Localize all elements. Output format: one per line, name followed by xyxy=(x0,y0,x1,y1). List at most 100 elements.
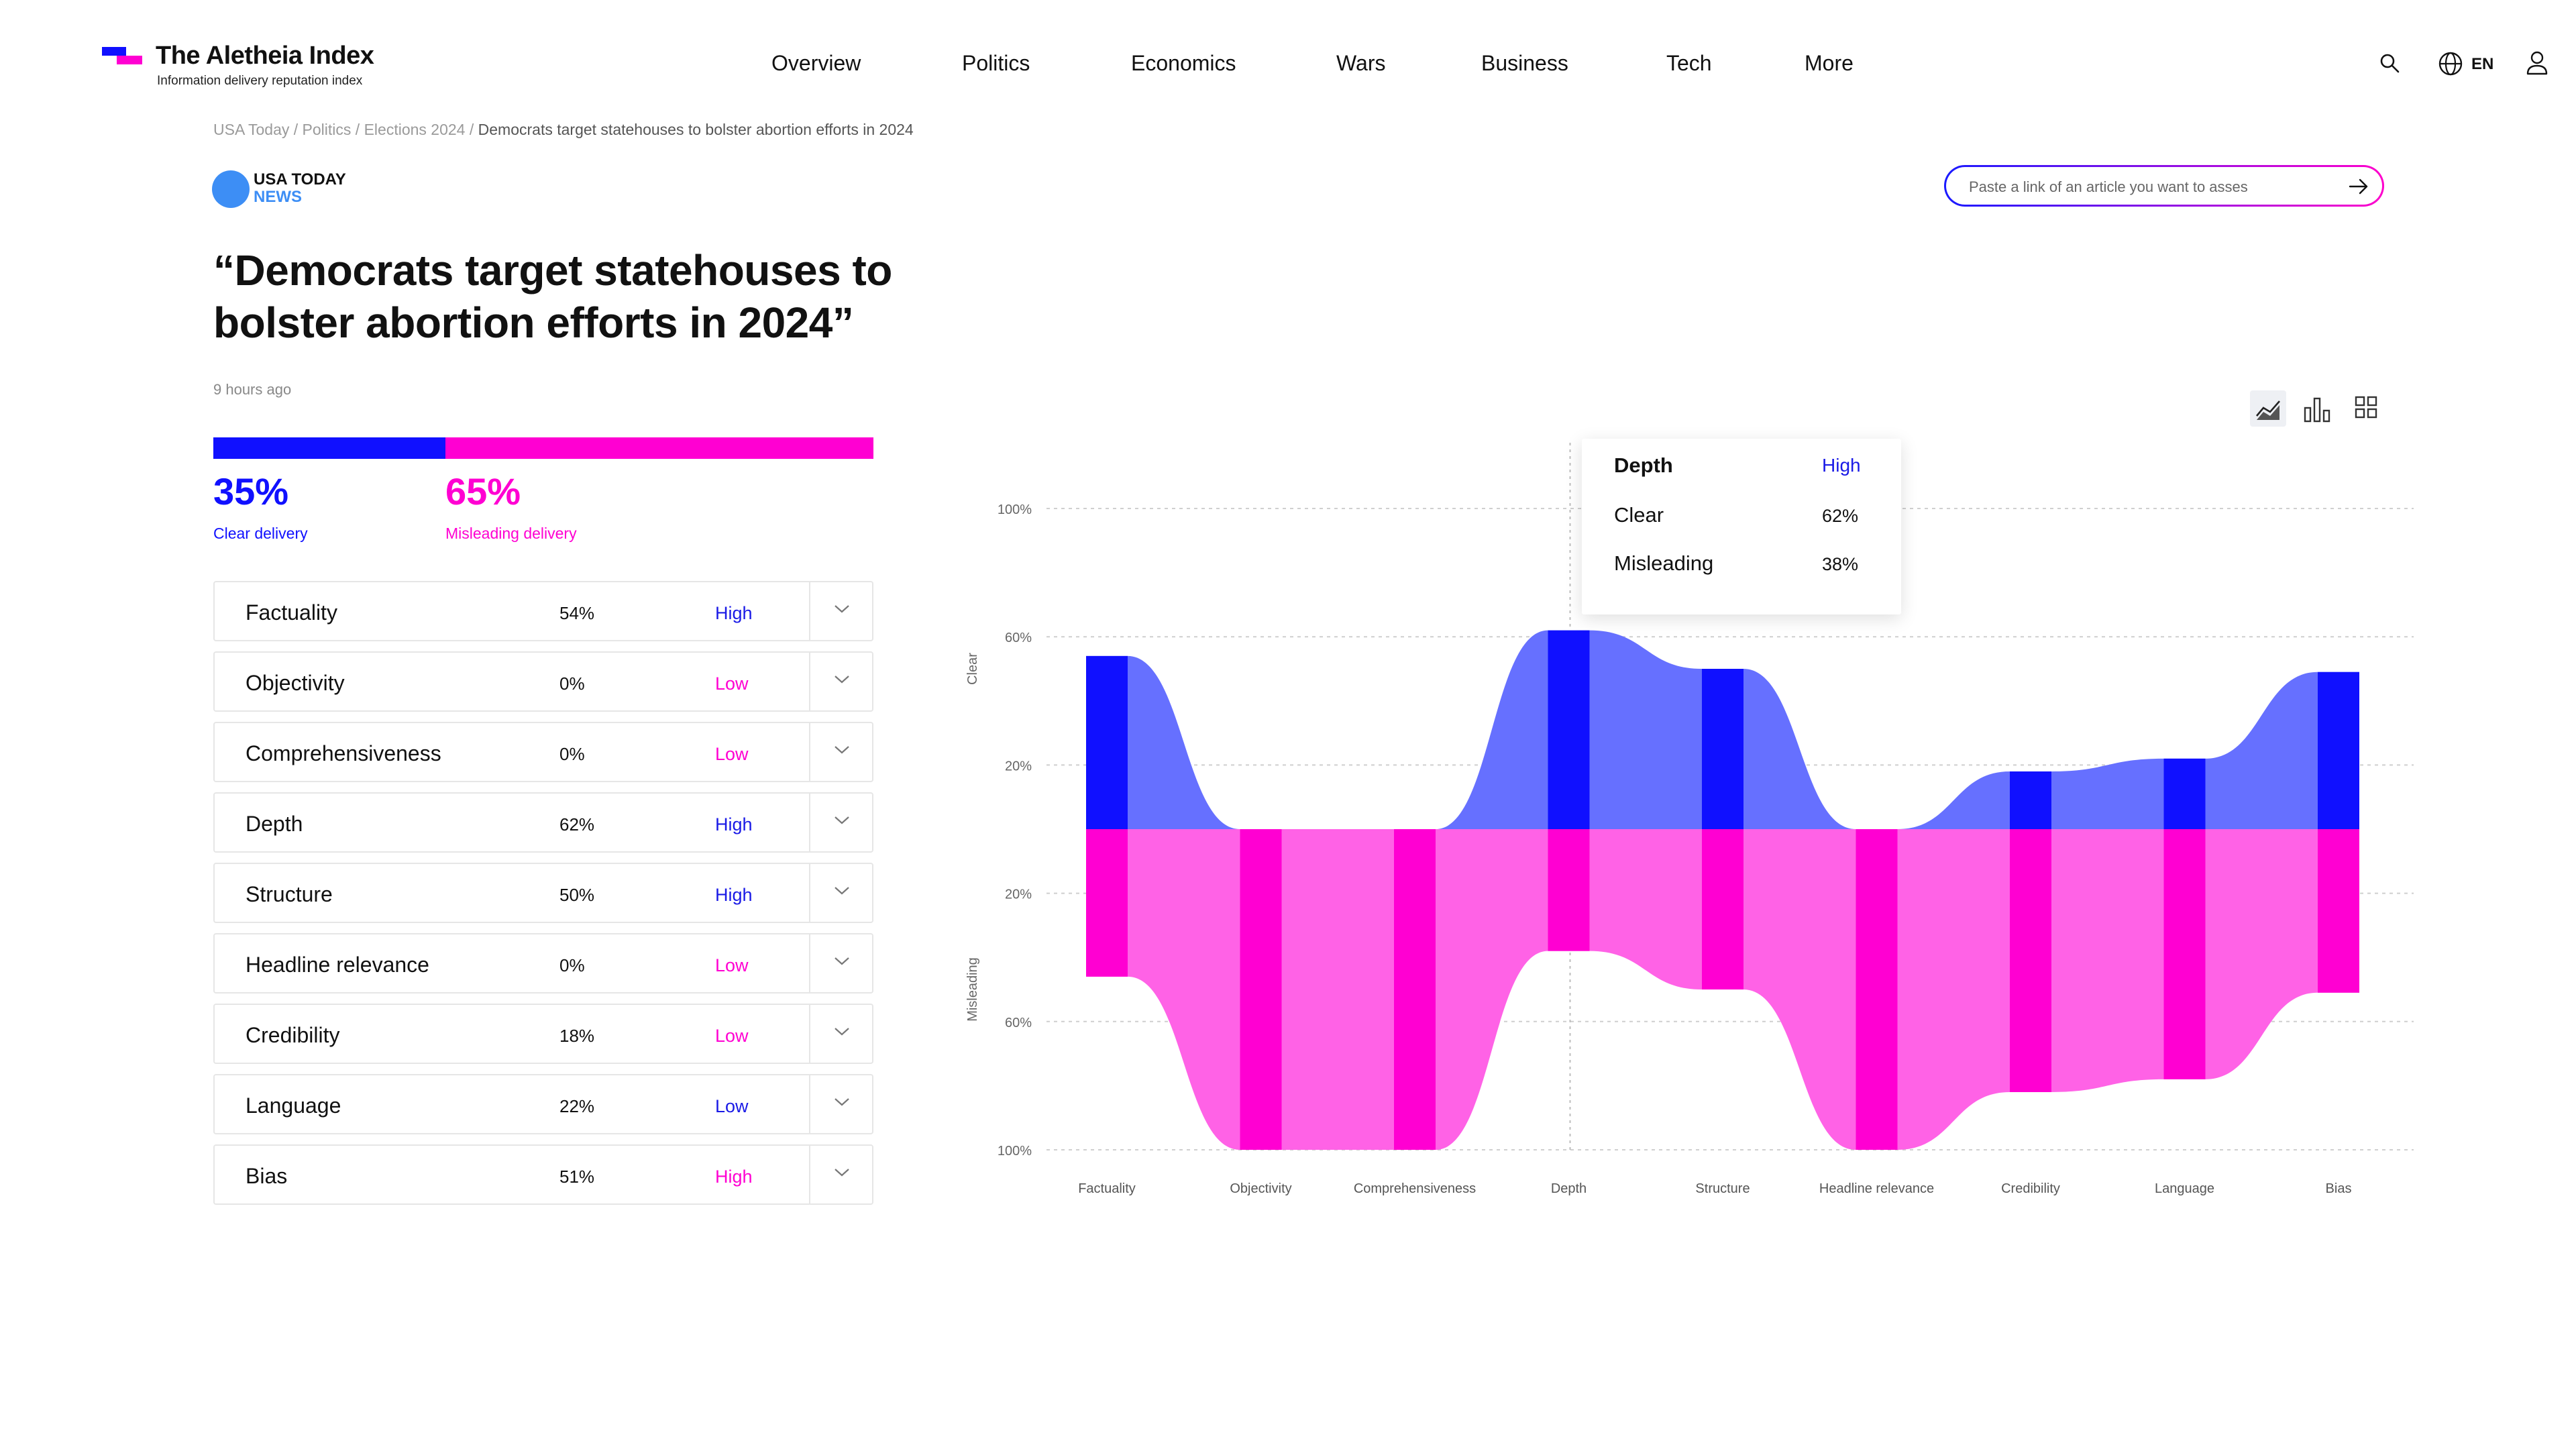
metric-value: 0% xyxy=(559,744,585,764)
y-tick-label: 100% xyxy=(998,1144,1032,1159)
user-icon[interactable] xyxy=(2525,50,2549,76)
breadcrumb-elections-2024[interactable]: Elections 2024 / xyxy=(364,121,474,138)
chevron-down-icon[interactable] xyxy=(833,745,851,755)
brand-title[interactable]: The Aletheia Index xyxy=(156,42,374,70)
metric-rating: Low xyxy=(715,955,749,975)
bar-view-button[interactable] xyxy=(2304,397,2330,423)
chevron-down-icon[interactable] xyxy=(833,1097,851,1108)
y-axis-label-misleading: Misleading xyxy=(965,957,980,1022)
metric-rating: Low xyxy=(715,744,749,764)
clear-bar xyxy=(2010,771,2051,829)
chart-tooltip: Depth High Clear 62% Misleading 38% xyxy=(1582,439,1901,614)
row-divider xyxy=(809,794,810,851)
x-tick-label: Language xyxy=(2155,1181,2214,1196)
misleading-delivery-label: Misleading delivery xyxy=(445,525,577,542)
x-tick-label: Bias xyxy=(2326,1181,2352,1196)
tooltip-misleading-label: Misleading xyxy=(1614,551,1714,575)
misleading-bar xyxy=(1856,829,1898,1150)
source-subname: NEWS xyxy=(254,188,302,206)
area-view-button[interactable] xyxy=(2250,390,2286,427)
metric-rating: Low xyxy=(715,1096,749,1116)
breadcrumb-politics[interactable]: Politics / xyxy=(302,121,360,138)
misleading-bar xyxy=(1086,829,1128,977)
metric-name: Depth xyxy=(246,812,303,836)
metric-name: Headline relevance xyxy=(246,953,429,977)
metric-rating: High xyxy=(715,814,753,835)
chevron-down-icon[interactable] xyxy=(833,674,851,685)
clear-bar xyxy=(1702,669,1743,829)
y-tick-label: 100% xyxy=(998,502,1032,517)
arrow-right-icon[interactable] xyxy=(2349,178,2369,195)
row-divider xyxy=(809,1005,810,1063)
misleading-bar xyxy=(2318,829,2359,993)
clear-bar xyxy=(2318,672,2359,829)
y-tick-label: 20% xyxy=(1005,759,1032,773)
metric-row-bias[interactable]: Bias 51% High xyxy=(213,1144,873,1205)
metric-name: Bias xyxy=(246,1164,288,1188)
chevron-down-icon[interactable] xyxy=(833,956,851,967)
misleading-bar xyxy=(2163,829,2206,1079)
globe-icon[interactable] xyxy=(2438,51,2463,76)
clear-bar xyxy=(1086,655,1128,829)
x-tick-label: Comprehensiveness xyxy=(1354,1181,1476,1196)
row-divider xyxy=(809,1075,810,1133)
chevron-down-icon[interactable] xyxy=(833,815,851,826)
chevron-down-icon[interactable] xyxy=(833,604,851,614)
metric-value: 0% xyxy=(559,955,585,975)
source-logo-dot xyxy=(212,170,250,208)
article-url-input[interactable] xyxy=(1968,174,2346,201)
metric-name: Language xyxy=(246,1093,341,1118)
nav-politics[interactable]: Politics xyxy=(962,51,1030,75)
clear-bar xyxy=(1548,630,1590,829)
metric-row-comprehensiveness[interactable]: Comprehensiveness 0% Low xyxy=(213,722,873,782)
metric-row-depth[interactable]: Depth 62% High xyxy=(213,792,873,853)
metric-rating: Low xyxy=(715,1026,749,1046)
nav-wars[interactable]: Wars xyxy=(1336,51,1386,75)
clear-delivery-percent: 35% xyxy=(213,470,289,513)
clear-delivery-bar xyxy=(213,437,445,459)
metric-row-factuality[interactable]: Factuality 54% High xyxy=(213,581,873,641)
tooltip-rating: High xyxy=(1822,455,1861,476)
source-name: USA TODAY xyxy=(254,170,346,189)
x-tick-label: Headline relevance xyxy=(1819,1181,1934,1196)
metric-row-headline-relevance[interactable]: Headline relevance 0% Low xyxy=(213,933,873,994)
metric-row-structure[interactable]: Structure 50% High xyxy=(213,863,873,923)
metric-value: 0% xyxy=(559,674,585,694)
misleading-bar xyxy=(1548,829,1590,951)
metric-rating: High xyxy=(715,603,753,623)
nav-tech[interactable]: Tech xyxy=(1666,51,1712,75)
nav-business[interactable]: Business xyxy=(1481,51,1568,75)
misleading-bar xyxy=(2010,829,2051,1092)
row-divider xyxy=(809,653,810,710)
y-tick-label: 20% xyxy=(1005,888,1032,902)
tooltip-clear-label: Clear xyxy=(1614,503,1664,527)
chevron-down-icon[interactable] xyxy=(833,885,851,896)
x-tick-label: Factuality xyxy=(1078,1181,1136,1196)
nav-overview[interactable]: Overview xyxy=(771,51,861,75)
row-divider xyxy=(809,934,810,992)
metric-row-credibility[interactable]: Credibility 18% Low xyxy=(213,1004,873,1064)
row-divider xyxy=(809,1146,810,1203)
language-label[interactable]: EN xyxy=(2471,55,2494,73)
metric-row-language[interactable]: Language 22% Low xyxy=(213,1074,873,1134)
metric-rating: High xyxy=(715,885,753,905)
nav-more[interactable]: More xyxy=(1805,51,1854,75)
x-tick-label: Credibility xyxy=(2001,1181,2060,1196)
misleading-bar xyxy=(1702,829,1743,989)
nav-economics[interactable]: Economics xyxy=(1131,51,1236,75)
metric-row-objectivity[interactable]: Objectivity 0% Low xyxy=(213,651,873,712)
breadcrumb-usa-today[interactable]: USA Today / xyxy=(213,121,299,138)
brand-logo-mark xyxy=(102,47,142,64)
chevron-down-icon[interactable] xyxy=(833,1026,851,1037)
row-divider xyxy=(809,582,810,640)
search-icon[interactable] xyxy=(2379,52,2400,74)
metric-name: Comprehensiveness xyxy=(246,741,441,765)
metric-rating: Low xyxy=(715,674,749,694)
grid-view-button[interactable] xyxy=(2355,396,2377,419)
chevron-down-icon[interactable] xyxy=(833,1167,851,1178)
clear-bar xyxy=(2163,758,2206,829)
row-divider xyxy=(809,864,810,922)
misleading-delivery-percent: 65% xyxy=(445,470,521,513)
chart-bars xyxy=(1086,630,2359,1150)
metric-value: 54% xyxy=(559,603,595,623)
